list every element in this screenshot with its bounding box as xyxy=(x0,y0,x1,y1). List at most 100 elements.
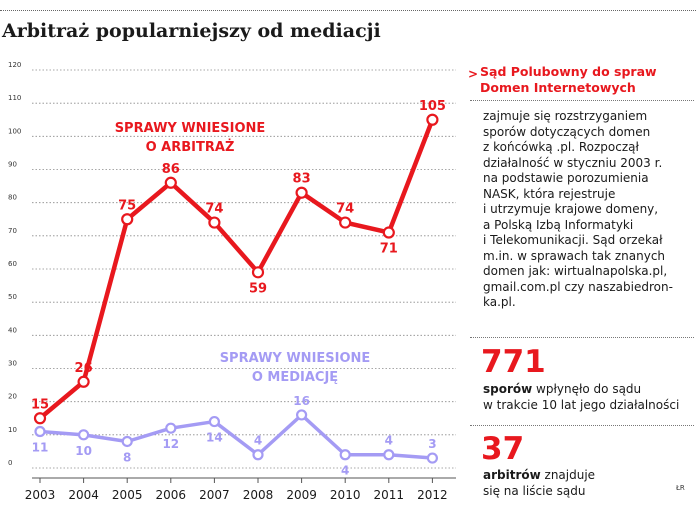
stat-line1-disputes: wpłynęło do sądu xyxy=(532,382,642,396)
line-chart: 0 10 20 30 40 50 60 70 80 90 100 110 120 2003 2004 2005… xyxy=(8,61,456,502)
top-rule xyxy=(0,10,696,11)
stat-line2-arbitrators: się na liście sądu xyxy=(483,484,586,498)
sidebar-description: zajmuje się rozstrzyganiem sporów dotyczą… xyxy=(483,109,695,311)
data-label: 15 xyxy=(31,397,49,412)
y-tick-label: 90 xyxy=(8,161,17,169)
data-point xyxy=(77,429,90,441)
sidebar-description-line: NASK, która rejestruje xyxy=(483,186,616,201)
data-point xyxy=(426,452,438,464)
sidebar-title-line1: Sąd Polubowny do spraw xyxy=(480,64,657,79)
data-label: 75 xyxy=(118,198,136,213)
stat-bold-arbitrators: arbitrów xyxy=(483,468,541,482)
data-point xyxy=(34,425,46,438)
data-label: 11 xyxy=(32,441,49,455)
data-label: 83 xyxy=(293,172,311,187)
x-tick-label: 2003 xyxy=(25,488,56,502)
y-tick-label: 0 xyxy=(8,459,12,467)
page-title: Arbitraż popularniejszy od mediacji xyxy=(2,20,381,42)
data-label: 8 xyxy=(123,450,131,464)
x-tick-label: 2009 xyxy=(286,488,317,502)
x-tick-label: 2011 xyxy=(374,488,405,502)
y-tick-label: 20 xyxy=(8,393,17,401)
sidebar-title: Sąd Polubowny do spraw Domen Internetowy… xyxy=(480,64,694,96)
data-point xyxy=(208,216,221,229)
data-label: 16 xyxy=(293,394,310,408)
data-label: 74 xyxy=(336,202,354,217)
stat-number-disputes: 771 xyxy=(481,344,546,380)
x-tick-label: 2004 xyxy=(68,488,99,502)
x-tick-label: 2006 xyxy=(156,488,187,502)
series-line xyxy=(38,413,435,460)
sidebar-description-line: ka.pl. xyxy=(483,295,516,309)
chevron-right-icon: > xyxy=(468,67,479,81)
data-label: 105 xyxy=(419,99,446,114)
sidebar-description-line: zajmuje się rozstrzyganiem xyxy=(483,109,648,123)
data-point xyxy=(426,113,439,126)
y-tick-label: 120 xyxy=(8,61,21,69)
stat-bold-disputes: sporów xyxy=(483,382,533,396)
x-tick-label: 2007 xyxy=(199,488,230,502)
axis-layer: 0 10 20 30 40 50 60 70 80 90 100 110 120 2003 2004 2005… xyxy=(8,61,456,502)
data-label: 26 xyxy=(75,361,93,376)
sidebar-description-line: i Telekomunikacji. Sąd orzekał xyxy=(483,233,663,247)
stat-line1-arbitrators: znajduje xyxy=(540,468,596,482)
data-point xyxy=(164,176,177,189)
series-label-arbitration-line2: O ARBITRAŻ xyxy=(145,140,235,155)
series-label-arbitration-line1: SPRAWY WNIESIONE xyxy=(114,121,266,136)
x-tick-label: 2012 xyxy=(417,488,448,502)
stat-line2-disputes: w trakcie 10 lat jego działalności xyxy=(483,398,680,412)
stat-divider-2 xyxy=(470,425,694,426)
data-label: 86 xyxy=(162,162,180,177)
y-tick-label: 10 xyxy=(8,426,17,434)
label-layer: 15 26 75 86 74 59 83 74 71 105 11 10 8 12 14 4 16 4 4 3 xyxy=(31,99,446,478)
data-label: 4 xyxy=(385,434,393,448)
data-label: 74 xyxy=(205,202,223,217)
sidebar-description-line: sporów dotyczących domen xyxy=(483,124,651,139)
data-point xyxy=(165,422,177,434)
data-label: 10 xyxy=(75,444,92,458)
sidebar-description-line: gmail.com.pl czy naszabiedron- xyxy=(483,279,673,294)
sidebar-description-line: i utrzymuje krajowe domeny, xyxy=(483,202,659,216)
sidebar-description-line: na podstawie porozumienia xyxy=(483,171,649,185)
y-tick-label: 30 xyxy=(8,360,17,368)
stat-number-arbitrators: 37 xyxy=(481,431,525,467)
data-label: 3 xyxy=(428,437,436,451)
y-tick-label: 60 xyxy=(8,260,17,268)
data-point xyxy=(339,216,352,229)
data-point xyxy=(77,375,90,388)
sidebar-divider xyxy=(470,100,694,101)
stat-divider-1 xyxy=(470,337,694,338)
series-label-mediation-line1: SPRAWY WNIESIONE xyxy=(219,351,371,366)
data-point xyxy=(382,226,395,239)
series-label-mediation-line2: O MEDIACJĘ xyxy=(251,370,339,385)
sidebar-description-line: domen jak: wirtualnapolska.pl, xyxy=(483,264,668,278)
sidebar-title-line2: Domen Internetowych xyxy=(480,80,636,95)
y-tick-label: 40 xyxy=(8,326,17,334)
y-tick-label: 80 xyxy=(8,194,17,202)
data-point xyxy=(339,449,351,461)
data-point xyxy=(295,186,308,199)
data-label: 14 xyxy=(206,431,223,445)
sidebar-description-line: działalność w styczniu 2003 r. xyxy=(483,155,663,170)
y-tick-label: 110 xyxy=(8,94,21,102)
data-point xyxy=(208,415,220,428)
sidebar-description-line: m.in. w sprawach tak znanych xyxy=(483,248,666,263)
marker-layer xyxy=(33,113,439,464)
data-point xyxy=(296,409,308,421)
x-tick-label: 2008 xyxy=(243,488,274,502)
line-layer xyxy=(37,117,435,460)
data-point xyxy=(251,266,265,279)
data-point xyxy=(252,449,264,461)
data-label: 12 xyxy=(162,437,179,451)
x-tick-label: 2005 xyxy=(112,488,143,502)
data-point xyxy=(121,213,134,226)
data-point xyxy=(121,435,133,448)
data-label: 71 xyxy=(380,242,398,257)
data-label: 4 xyxy=(341,464,349,478)
y-tick-label: 70 xyxy=(8,227,17,235)
credit: ŁR xyxy=(676,484,685,492)
sidebar-description-line: a Polską Izbą Informatyki xyxy=(483,217,634,232)
stat-text-arbitrators: arbitrów znajduje się na liście sądu xyxy=(483,467,695,499)
y-tick-label: 100 xyxy=(8,127,21,135)
series-label-arbitration: SPRAWY WNIESIONE O ARBITRAŻ xyxy=(85,119,295,157)
